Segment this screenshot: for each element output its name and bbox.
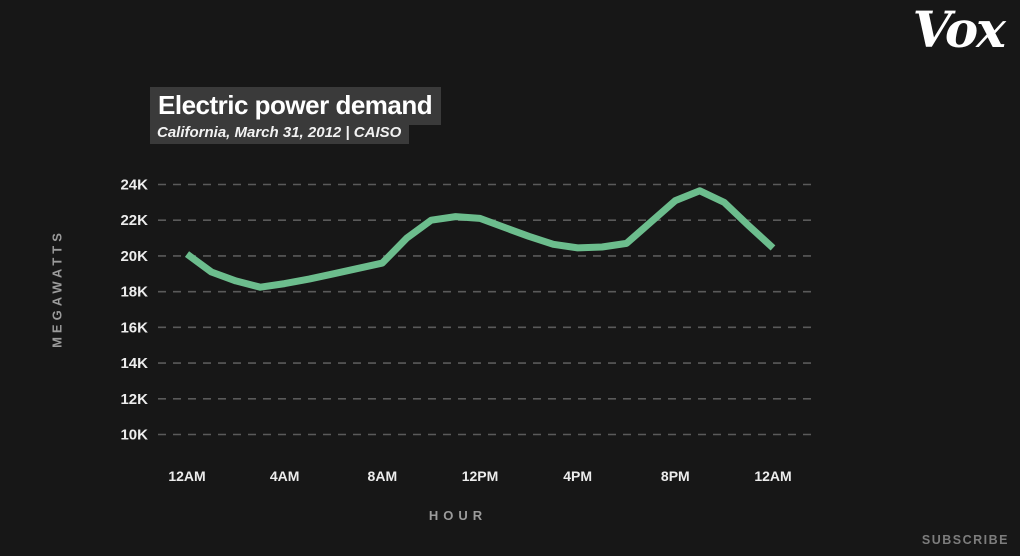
- y-tick-label: 24K: [120, 177, 148, 194]
- x-tick-label: 8PM: [661, 468, 690, 484]
- chart-title: Electric power demand: [150, 87, 442, 125]
- x-axis-title: HOUR: [428, 508, 488, 523]
- y-tick-label: 20K: [120, 248, 148, 265]
- x-tick-label: 4PM: [563, 468, 592, 484]
- x-tick-label: 12AM: [168, 468, 205, 484]
- vox-logo: Vox: [912, 0, 1006, 59]
- subscribe-watermark-button[interactable]: SUBSCRIBE: [921, 533, 1009, 547]
- y-tick-label: 22K: [120, 212, 148, 229]
- y-tick-label: 10K: [120, 427, 148, 444]
- x-tick-label: 12AM: [754, 468, 791, 484]
- y-tick-label: 14K: [120, 355, 148, 372]
- y-tick-label: 12K: [120, 391, 148, 408]
- x-tick-label: 12PM: [462, 468, 499, 484]
- x-tick-label: 4AM: [270, 468, 300, 484]
- chart-subtitle: California, March 31, 2012 | CAISO: [150, 122, 410, 144]
- demand-line-series: [184, 187, 776, 291]
- x-tick-label: 8AM: [368, 468, 398, 484]
- y-tick-label: 16K: [120, 319, 148, 336]
- y-tick-label: 18K: [120, 284, 148, 301]
